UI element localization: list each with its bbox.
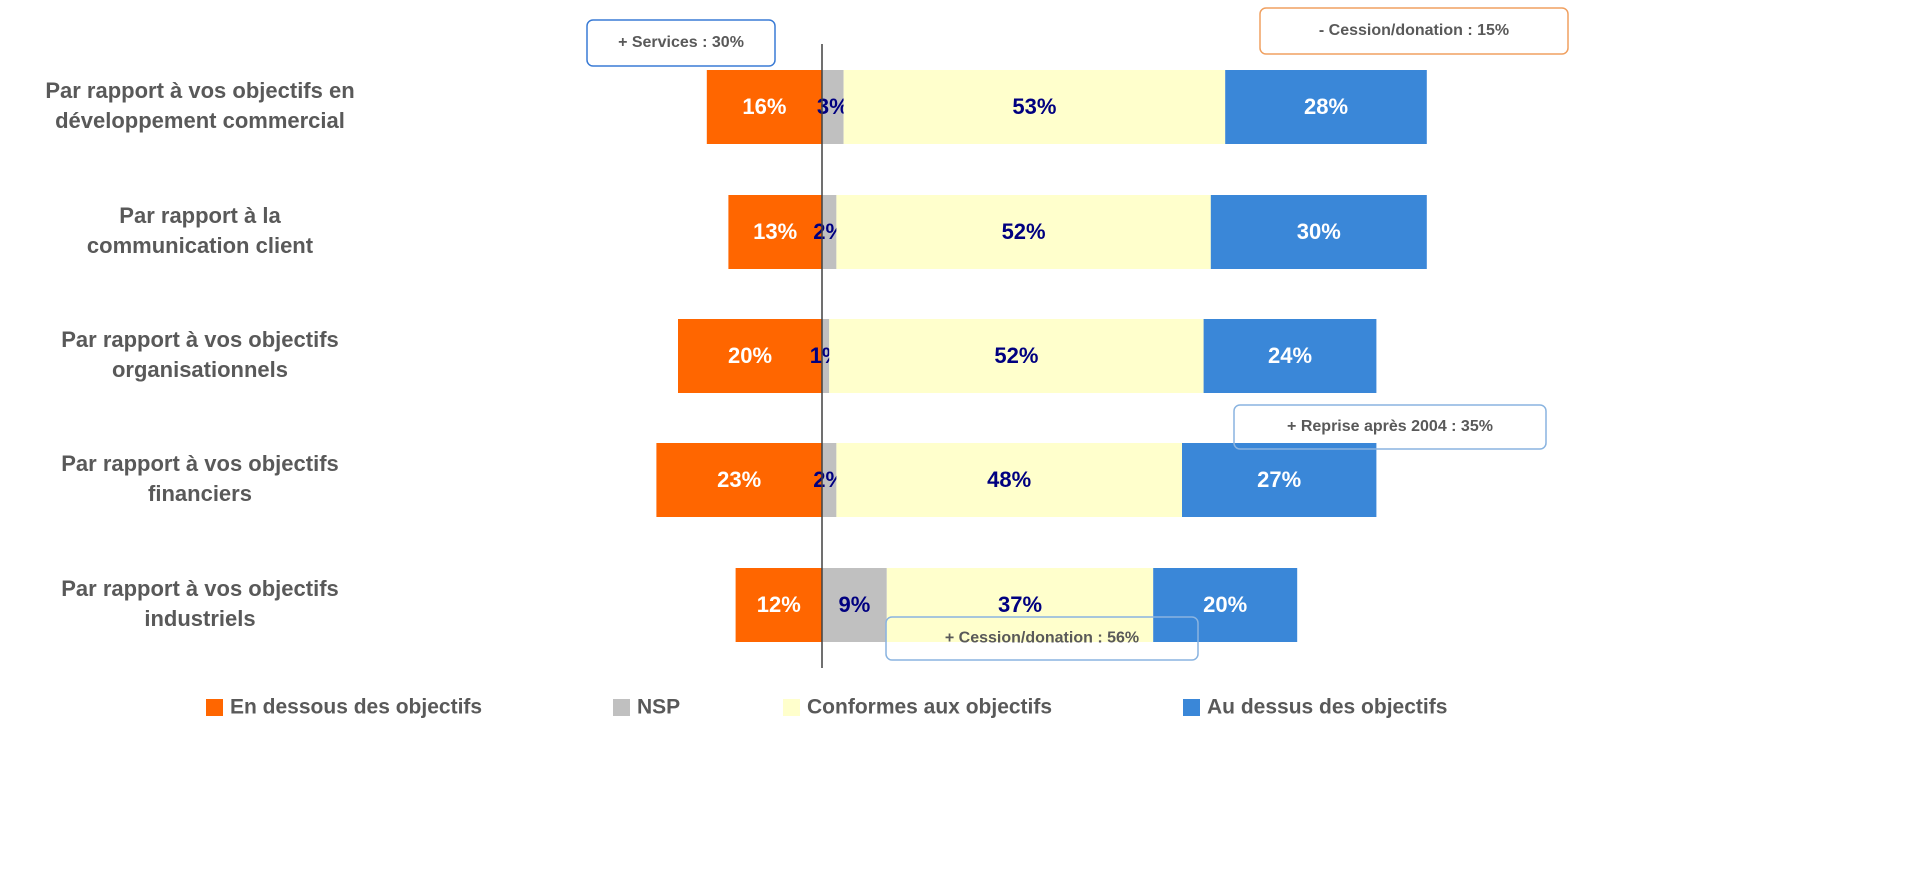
- bar-segment: [656, 443, 822, 517]
- value-label: 52%: [1002, 219, 1046, 244]
- annotation-text: + Services : 30%: [618, 34, 744, 51]
- bar-segment: [706, 70, 822, 144]
- bar-segment: [1182, 443, 1377, 517]
- bar-segment: [822, 195, 837, 269]
- value-label: 53%: [1012, 94, 1056, 119]
- bar-segment: [678, 319, 822, 393]
- bar-segment: [728, 195, 822, 269]
- annotation-text: + Reprise après 2004 : 35%: [1287, 418, 1493, 435]
- value-label: 48%: [987, 467, 1031, 492]
- bar-segment: [822, 443, 837, 517]
- category-label: communication client: [87, 233, 314, 258]
- category-label: Par rapport à vos objectifs en: [45, 78, 354, 103]
- value-label: 24%: [1268, 343, 1312, 368]
- bar-segment: [822, 568, 887, 642]
- value-label: 20%: [728, 343, 772, 368]
- annotation-text: - Cession/donation : 15%: [1319, 22, 1509, 39]
- bar-segment: [886, 568, 1154, 642]
- legend-label: Conformes aux objectifs: [807, 696, 1052, 719]
- value-label: 37%: [998, 592, 1042, 617]
- value-label: 27%: [1257, 467, 1301, 492]
- legend-swatch: [1183, 699, 1200, 716]
- value-label: 52%: [994, 343, 1038, 368]
- bar-segment: [836, 443, 1182, 517]
- category-label: Par rapport à vos objectifs: [61, 327, 339, 352]
- value-label: 30%: [1297, 219, 1341, 244]
- category-label: financiers: [148, 481, 252, 506]
- value-label: 28%: [1304, 94, 1348, 119]
- legend-swatch: [613, 699, 630, 716]
- category-label: Par rapport à la: [119, 203, 281, 228]
- bar-segment: [843, 70, 1226, 144]
- annotation-box: [1233, 404, 1547, 450]
- category-label: Par rapport à vos objectifs: [61, 451, 339, 476]
- bar-segment: [822, 319, 830, 393]
- category-label: Par rapport à vos objectifs: [61, 576, 339, 601]
- legend-swatch: [206, 699, 223, 716]
- bar-segment: [836, 195, 1211, 269]
- legend-label: Au dessus des objectifs: [1207, 696, 1447, 719]
- annotation-box: [885, 616, 1199, 661]
- category-label: développement commercial: [55, 108, 345, 133]
- bar-segment: [822, 70, 844, 144]
- annotation-box: [1259, 7, 1569, 55]
- value-label: 20%: [1203, 592, 1247, 617]
- legend-label: NSP: [637, 696, 680, 719]
- legend-swatch: [783, 699, 800, 716]
- value-label: 16%: [742, 94, 786, 119]
- bar-segment: [735, 568, 822, 642]
- annotation-text: + Cession/donation : 56%: [945, 630, 1139, 647]
- value-label: 23%: [717, 467, 761, 492]
- bar-segment: [1225, 70, 1427, 144]
- bar-segment: [1153, 568, 1298, 642]
- value-label: 9%: [839, 592, 871, 617]
- value-label: 12%: [757, 592, 801, 617]
- category-label: organisationnels: [112, 357, 288, 382]
- category-label: industriels: [144, 606, 255, 631]
- annotation-box: [586, 19, 776, 67]
- bar-segment: [1210, 195, 1427, 269]
- legend-label: En dessous des objectifs: [230, 696, 482, 719]
- bar-segment: [1203, 319, 1377, 393]
- value-label: 13%: [753, 219, 797, 244]
- bar-segment: [829, 319, 1204, 393]
